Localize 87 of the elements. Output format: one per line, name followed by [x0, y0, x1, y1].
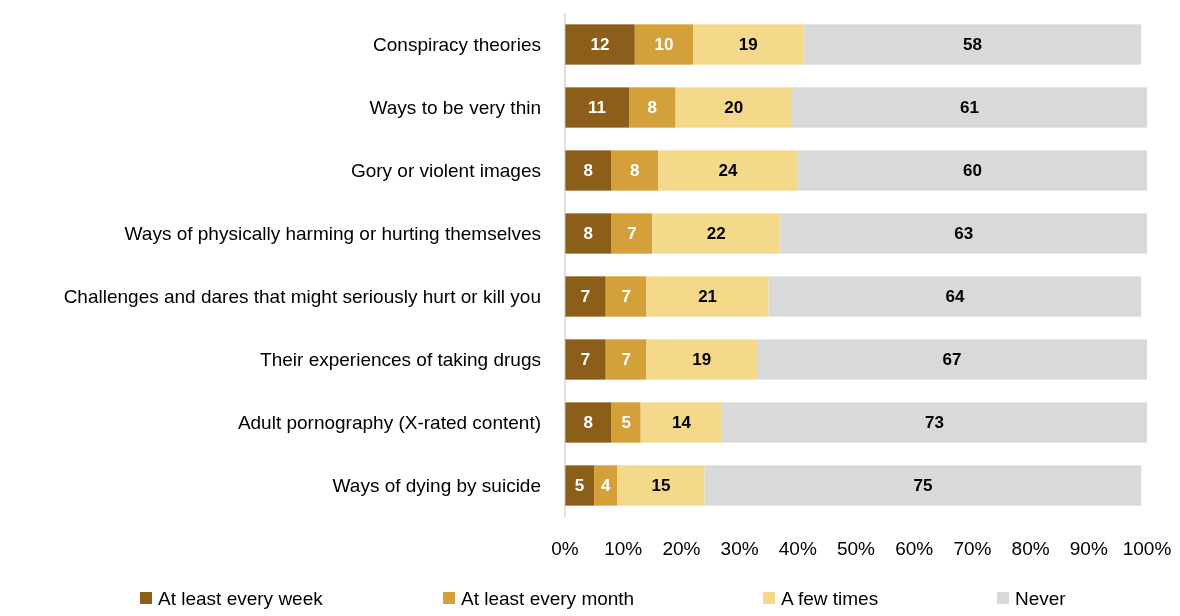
data-label: 7: [580, 350, 591, 369]
bar: [791, 87, 1147, 128]
y-tick-label: Adult pornography (X-rated content): [237, 412, 541, 433]
x-tick-label: 90%: [1069, 537, 1108, 559]
data-label: 19: [692, 350, 712, 369]
data-label: 8: [630, 161, 640, 180]
bar: [675, 87, 792, 128]
bar: [803, 24, 1142, 65]
bar: [617, 465, 705, 506]
data-label: 8: [647, 98, 658, 117]
y-tick-label: Ways to be very thin: [369, 97, 541, 118]
x-tick-label: 50%: [836, 537, 876, 559]
y-tick-label: Ways of physically harming or hurting themselves: [124, 223, 541, 244]
bar: [629, 87, 676, 128]
data-label: 73: [925, 413, 945, 432]
data-label: 75: [913, 476, 933, 495]
x-tick-label: 10%: [604, 537, 643, 559]
x-tick-label: 20%: [662, 537, 701, 559]
legend-label: Never: [1015, 587, 1067, 609]
data-label: 61: [960, 98, 979, 117]
data-label: 7: [580, 287, 591, 306]
bar: [634, 24, 694, 65]
data-label: 8: [583, 224, 594, 243]
bar: [797, 150, 1147, 191]
bar: [565, 276, 606, 317]
bar: [693, 24, 804, 65]
x-tick-label: 30%: [720, 537, 759, 559]
bar: [768, 276, 1142, 317]
bar: [646, 339, 758, 380]
bar: [611, 402, 641, 443]
data-label: 5: [574, 476, 585, 495]
data-label: 60: [962, 161, 982, 180]
data-label: 19: [738, 35, 758, 54]
data-label: 7: [621, 350, 631, 369]
data-label: 22: [706, 224, 726, 243]
y-tick-label: Conspiracy theories: [373, 34, 541, 55]
bar: [565, 339, 606, 380]
data-label: 8: [583, 161, 594, 180]
data-label: 67: [942, 350, 962, 369]
bar: [594, 465, 618, 506]
legend-label: At least every week: [158, 587, 324, 609]
x-tick-label: 0%: [551, 537, 579, 559]
bar: [704, 465, 1142, 506]
bar: [565, 213, 612, 254]
data-label: 5: [621, 413, 631, 432]
x-tick-label: 60%: [895, 537, 934, 559]
data-label: 63: [954, 224, 974, 243]
data-label: 15: [651, 476, 671, 495]
bar: [722, 402, 1147, 443]
bar: [611, 213, 653, 254]
bar: [646, 276, 769, 317]
bar: [565, 150, 612, 191]
legend-label: At least every month: [461, 587, 635, 609]
y-tick-label: Gory or violent images: [350, 160, 541, 181]
bar: [565, 465, 595, 506]
legend-label: A few times: [781, 587, 879, 609]
data-label: 58: [962, 35, 982, 54]
bar: [640, 402, 723, 443]
data-label: 8: [583, 413, 594, 432]
y-tick-label: Ways of dying by suicide: [332, 475, 541, 496]
data-label: 64: [945, 287, 965, 306]
data-label: 14: [671, 413, 692, 432]
bar: [605, 276, 647, 317]
y-tick-label: Challenges and dares that might seriously hurt or kill you: [63, 286, 541, 307]
data-label: 10: [654, 35, 674, 54]
data-label: 7: [621, 287, 631, 306]
data-label: 20: [724, 98, 744, 117]
bar: [611, 150, 659, 191]
x-tick-label: 70%: [953, 537, 992, 559]
x-tick-label: 100%: [1122, 537, 1172, 559]
bar: [780, 213, 1147, 254]
bar: [565, 402, 612, 443]
data-label: 7: [627, 224, 637, 243]
data-label: 21: [698, 287, 718, 306]
bar: [652, 213, 781, 254]
y-tick-label: Their experiences of taking drugs: [260, 349, 541, 370]
bar: [658, 150, 798, 191]
data-label: 24: [718, 161, 738, 180]
data-label: 11: [588, 98, 606, 117]
data-label: 12: [590, 35, 610, 54]
bar: [565, 24, 635, 65]
data-label: 4: [601, 476, 612, 495]
bar: [757, 339, 1147, 380]
bar: [565, 87, 630, 128]
bar: [605, 339, 647, 380]
x-tick-label: 80%: [1011, 537, 1050, 559]
x-tick-label: 40%: [778, 537, 817, 559]
